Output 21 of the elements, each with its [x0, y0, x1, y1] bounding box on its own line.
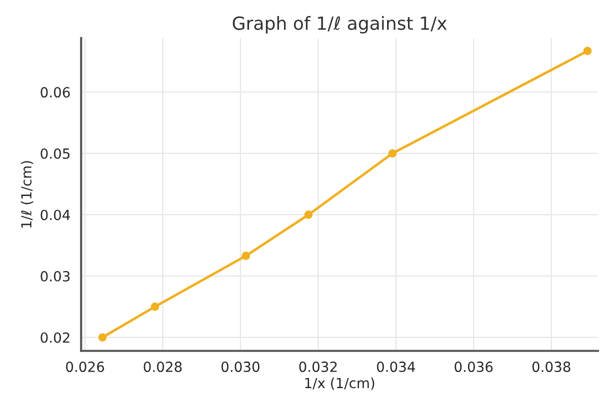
chart-title: Graph of 1/ℓ against 1/x — [232, 16, 447, 34]
x-tick-label: 0.032 — [299, 362, 337, 372]
point — [150, 302, 160, 311]
y-tick-label: 0.02 — [40, 332, 70, 343]
point — [242, 252, 250, 260]
y-tick-label: 0.06 — [40, 87, 70, 98]
x-axis-title: 1/x (1/cm) — [305, 378, 374, 390]
x-tick-label: 0.030 — [222, 362, 260, 372]
y-axis-title: 1/ℓ (1/cm) — [20, 161, 34, 228]
y-tick-label: 0.05 — [40, 148, 70, 159]
point — [583, 46, 592, 56]
y-tick-label: 0.04 — [40, 210, 70, 220]
point — [388, 149, 397, 158]
x-tick-label: 0.026 — [66, 362, 104, 372]
x-tick-label: 0.028 — [144, 362, 182, 372]
point — [98, 333, 107, 342]
point — [304, 210, 313, 219]
x-tick-label: 0.036 — [454, 362, 493, 372]
x-tick-label: 0.038 — [532, 362, 570, 372]
x-tick-label: 0.034 — [376, 362, 416, 372]
y-tick-label: 0.03 — [40, 271, 70, 282]
